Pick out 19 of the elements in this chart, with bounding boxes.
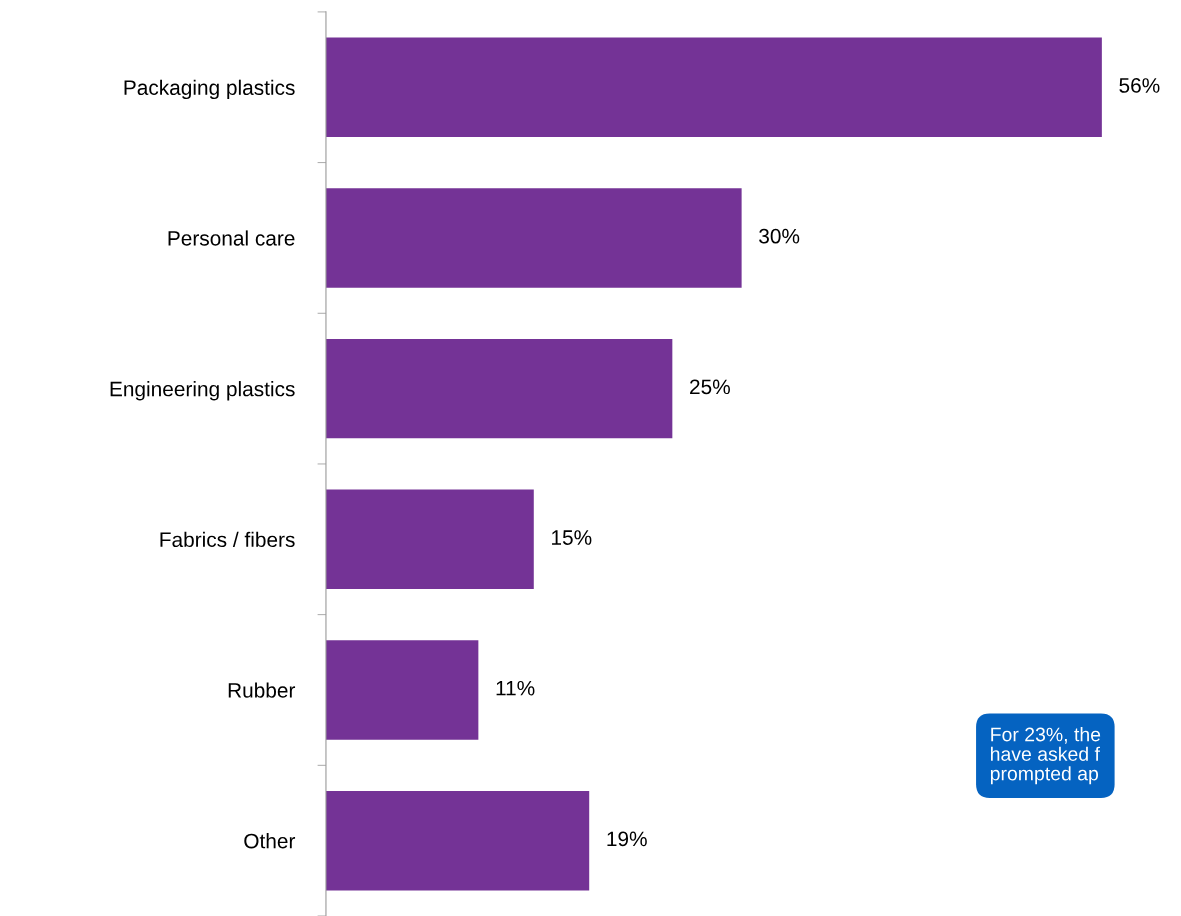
y-tick-label: Packaging plastics: [124, 79, 295, 100]
data-label: 30%: [759, 228, 800, 244]
y-tick-label: Personal care: [168, 230, 295, 246]
data-label: 25%: [690, 379, 730, 395]
bar: [325, 37, 1102, 137]
data-label: 56%: [1119, 78, 1160, 93]
annotation: For 23%, the have asked f prompted ap: [990, 727, 1101, 785]
bar: [325, 790, 590, 891]
bar: [325, 489, 534, 590]
bar: [325, 338, 673, 439]
data-label: 19%: [607, 831, 647, 847]
y-tick-label: Other: [244, 833, 296, 849]
y-tick-label: Fabrics / fibers: [160, 531, 295, 548]
data-label: 15%: [552, 530, 592, 545]
bar: [325, 640, 479, 740]
data-label: 11%: [496, 680, 535, 696]
y-tick-label: Rubber: [228, 682, 296, 698]
bar: [325, 188, 742, 288]
y-tick-label: Engineering plastics: [110, 381, 295, 401]
